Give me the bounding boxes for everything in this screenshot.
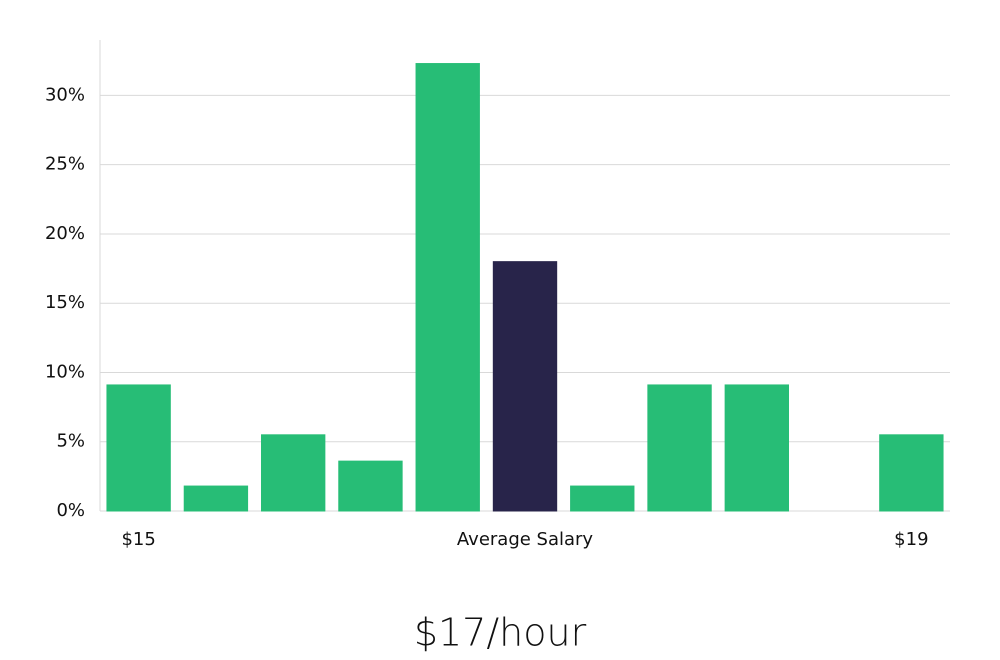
y-tick-label: 0%: [56, 500, 85, 521]
bar: [492, 261, 558, 512]
y-tick-label: 5%: [56, 431, 85, 452]
bar: [570, 485, 635, 512]
x-tick-label: $15: [121, 529, 155, 550]
x-tick-label: $19: [894, 529, 928, 550]
y-tick-label: 20%: [45, 223, 85, 244]
bar: [106, 384, 171, 512]
bar: [183, 485, 249, 512]
y-tick-label: 10%: [45, 361, 85, 382]
bar: [261, 434, 326, 512]
bar: [647, 384, 712, 512]
y-tick-label: 25%: [45, 154, 85, 175]
y-tick-label: 30%: [45, 84, 85, 105]
bar: [724, 384, 789, 512]
bar: [415, 63, 480, 512]
y-tick-label: 15%: [45, 292, 85, 313]
bar: [879, 434, 944, 512]
x-tick-label: Average Salary: [457, 529, 594, 550]
bar: [338, 460, 403, 512]
chart-subtitle: $17/hour: [414, 611, 587, 655]
